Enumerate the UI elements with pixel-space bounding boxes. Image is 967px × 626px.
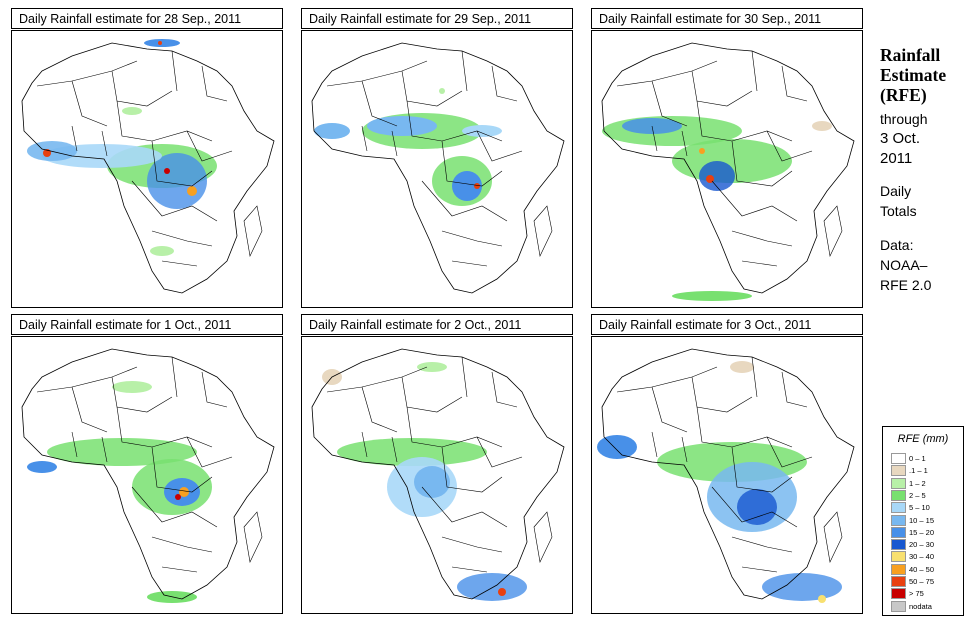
daily-label: Daily	[880, 183, 912, 199]
data-label: Data:	[880, 237, 914, 253]
rainfall-map	[11, 336, 283, 614]
legend-label: 15 – 20	[909, 527, 935, 537]
source-line-1: NOAA–	[880, 257, 928, 273]
legend-label: .1 – 1	[909, 466, 928, 476]
legend-label: 40 – 50	[909, 564, 935, 574]
map-panel-3: Daily Rainfall estimate for 30 Sep., 201…	[591, 8, 863, 308]
legend-swatch	[891, 489, 906, 501]
legend-label: 1 – 2	[909, 478, 926, 488]
panel-title: Daily Rainfall estimate for 2 Oct., 2011	[301, 314, 573, 335]
panel-title: Daily Rainfall estimate for 30 Sep., 201…	[591, 8, 863, 29]
legend-swatch	[891, 526, 906, 538]
legend-label: 2 – 5	[909, 490, 926, 500]
legend-swatch	[891, 539, 906, 551]
map-panel-2: Daily Rainfall estimate for 29 Sep., 201…	[301, 8, 573, 308]
map-panel-1: Daily Rainfall estimate for 28 Sep., 201…	[11, 8, 283, 308]
map-panel-5: Daily Rainfall estimate for 2 Oct., 2011	[301, 314, 573, 614]
title-block: Rainfall Estimate (RFE) through 3 Oct. 2…	[880, 45, 965, 295]
legend-title: RFE (mm)	[897, 433, 949, 445]
legend-swatch	[891, 477, 906, 489]
panel-title: Daily Rainfall estimate for 29 Sep., 201…	[301, 8, 573, 29]
legend-swatch	[891, 600, 906, 612]
legend-label: 20 – 30	[909, 540, 935, 550]
rainfall-map	[591, 336, 863, 614]
legend-swatch	[891, 551, 906, 563]
legend-swatch	[891, 588, 906, 600]
map-panel-4: Daily Rainfall estimate for 1 Oct., 2011	[11, 314, 283, 614]
through-date: 3 Oct.	[880, 130, 921, 147]
through-label: through	[880, 111, 928, 127]
rainfall-map	[11, 30, 283, 308]
panel-title: Daily Rainfall estimate for 1 Oct., 2011	[11, 314, 283, 335]
panel-title: Daily Rainfall estimate for 28 Sep., 201…	[11, 8, 283, 29]
title-line-2: Estimate	[880, 65, 947, 85]
legend-label: 5 – 10	[909, 503, 930, 513]
source-line-2: RFE 2.0	[880, 277, 932, 293]
legend-swatch	[891, 502, 906, 514]
totals-label: Totals	[880, 203, 917, 219]
rainfall-map	[301, 30, 573, 308]
legend-swatch	[891, 465, 906, 477]
legend-swatch	[891, 514, 906, 526]
title-line-1: Rainfall	[880, 45, 941, 65]
panel-title: Daily Rainfall estimate for 3 Oct., 2011	[591, 314, 863, 335]
title-line-3: (RFE)	[880, 85, 927, 105]
map-panel-6: Daily Rainfall estimate for 3 Oct., 2011	[591, 314, 863, 614]
rainfall-map	[591, 30, 863, 308]
color-legend: RFE (mm) 0 – 1 .1 – 1 1 – 2 2 – 5 5 – 10 10 –…	[882, 426, 964, 616]
legend-label: 30 – 40	[909, 552, 935, 562]
legend-swatch	[891, 563, 906, 575]
legend-label: 50 – 75	[909, 577, 935, 586]
legend-swatch	[891, 576, 906, 587]
through-year: 2011	[880, 150, 913, 167]
legend-label: 10 – 15	[909, 515, 935, 525]
legend-label: > 75	[909, 589, 924, 599]
legend-label: 0 – 1	[909, 454, 926, 463]
legend-label: nodata	[909, 601, 932, 611]
legend-swatch	[891, 453, 906, 464]
rainfall-map	[301, 336, 573, 614]
